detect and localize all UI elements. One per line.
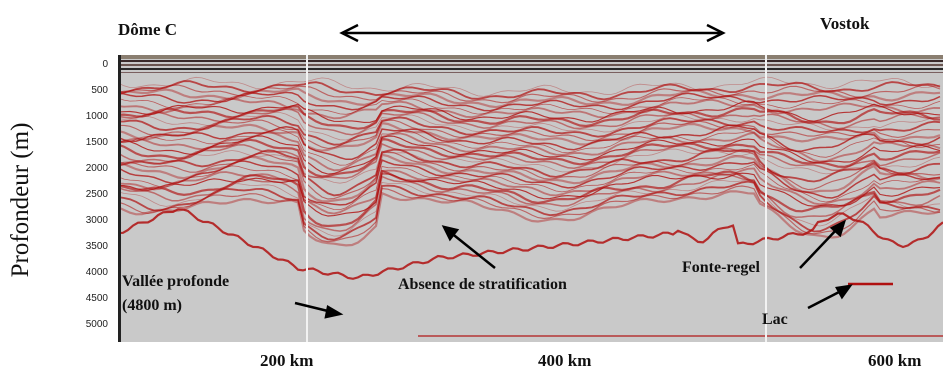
x-tick: 400 km (538, 351, 592, 370)
y-tick: 1000 (85, 111, 108, 122)
y-axis-label: Profondeur (m) (7, 122, 34, 278)
y-tick: 500 (91, 85, 108, 96)
internal-layer-trace (118, 150, 941, 200)
y-tick: 5000 (85, 319, 108, 330)
y-tick: 2500 (85, 189, 108, 200)
site-label-vostok: Vostok (820, 14, 870, 33)
internal-layer-trace (118, 158, 941, 206)
internal-layer-trace (118, 172, 941, 217)
internal-layer-trace (118, 124, 941, 161)
internal-layer-trace (118, 112, 941, 141)
internal-layer-trace (118, 142, 941, 179)
internal-layer-trace (118, 114, 941, 146)
bottom-noise-band (418, 335, 943, 337)
internal-layer-trace (118, 179, 941, 237)
internal-layer-trace (118, 163, 941, 211)
x-tick: 200 km (260, 351, 314, 370)
internal-layer-trace (118, 108, 941, 136)
annotation-lake: Lac (762, 311, 788, 328)
internal-layer-trace (118, 95, 941, 115)
y-tick: 4500 (85, 293, 108, 304)
y-tick: 1500 (85, 137, 108, 148)
internal-layer-trace (118, 148, 941, 184)
x-tick: 600 km (868, 351, 922, 370)
annotation-no-layering: Absence de stratification (398, 276, 567, 293)
y-tick: 3000 (85, 215, 108, 226)
internal-layer-trace (118, 97, 941, 120)
internal-layer-trace (118, 169, 941, 228)
internal-layer-trace (118, 135, 941, 175)
site-label-dome-c: Dôme C (118, 20, 178, 39)
radar-section-image (118, 55, 943, 342)
annotation-valley-depth: (4800 m) (122, 297, 182, 314)
y-tick: 3500 (85, 241, 108, 252)
internal-layer-trace (118, 119, 940, 149)
internal-layer-trace (118, 121, 941, 152)
y-tick: 0 (102, 59, 108, 70)
internal-layer-trace (118, 180, 941, 241)
internal-layer-trace (118, 87, 941, 109)
internal-layer-trace (118, 137, 941, 178)
internal-layer-trace (118, 91, 941, 112)
y-tick: 4000 (85, 267, 108, 278)
internal-layer-trace (118, 84, 941, 104)
y-tick: 2000 (85, 163, 108, 174)
annotation-valley-title: Vallée profonde (122, 273, 230, 290)
annotation-freeze-melt: Fonte-regel (682, 259, 760, 276)
internal-layer-trace (118, 173, 941, 232)
